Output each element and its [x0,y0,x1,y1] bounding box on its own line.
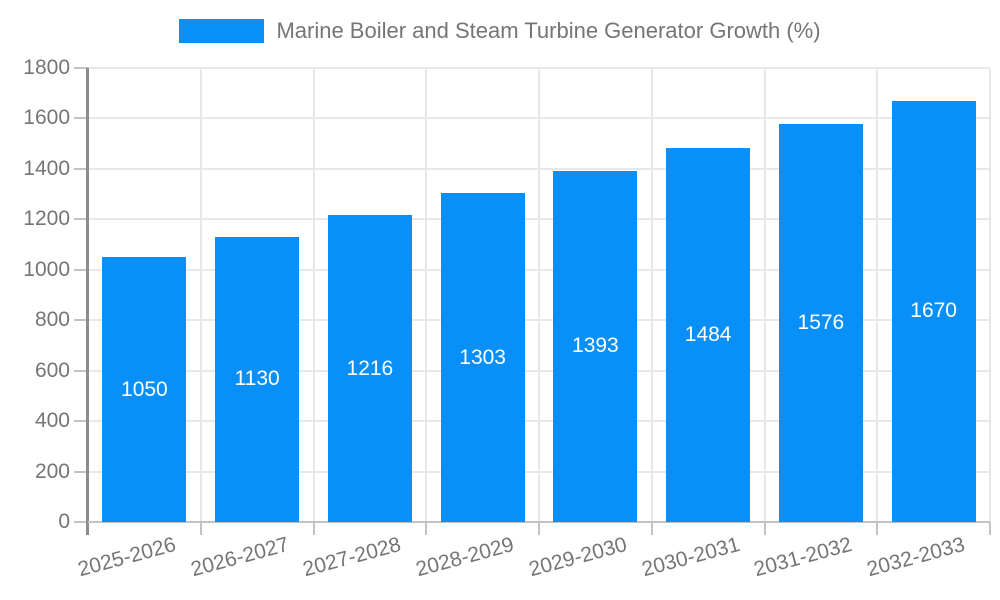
y-axis-tick [74,319,88,322]
legend-swatch [179,19,265,43]
y-tick-label: 600 [34,358,70,382]
y-axis-tick [74,268,88,271]
y-tick-label: 1600 [23,106,70,130]
bar: 1670 [891,100,976,522]
bar: 1216 [327,215,412,522]
x-tick-label: 2028-2029 [413,533,517,582]
bar-value-label: 1484 [684,322,732,346]
bar-value-label: 1050 [121,377,168,401]
x-tick-label: 2025-2026 [75,533,179,582]
bar: 1484 [666,147,751,522]
x-axis-tick [650,522,653,535]
y-tick-label: 800 [34,308,70,332]
x-tick-label: 2031-2032 [751,533,855,582]
x-tick-label: 2027-2028 [300,533,404,582]
y-tick-label: 1400 [23,156,70,180]
v-gridline [199,68,202,522]
x-axis-tick [989,522,991,535]
y-axis-tick [74,369,88,372]
x-axis-tick [312,522,315,535]
y-axis-tick [74,167,88,170]
bar: 1050 [102,257,187,522]
v-gridline [312,68,315,522]
y-tick-label: 400 [34,409,70,433]
bar-value-label: 1130 [234,367,280,391]
bar-value-label: 1393 [572,334,619,358]
v-gridline [538,68,540,522]
bar: 1130 [215,236,300,522]
x-axis-tick [425,522,428,535]
x-tick-label: 2030-2031 [639,533,743,582]
x-tick-label: 2029-2030 [526,533,630,582]
bar: 1303 [440,193,525,522]
y-axis-tick [74,470,88,473]
v-gridline [876,68,879,522]
bar: 1576 [778,124,863,522]
v-gridline [989,68,991,522]
y-axis-tick [74,117,88,120]
y-axis-tick [74,67,88,69]
y-tick-label: 200 [34,459,70,483]
x-tick-label: 2026-2027 [188,533,292,582]
x-tick-label: 2032-2033 [864,533,968,582]
bar: 1393 [553,170,638,522]
y-axis-tick [74,420,88,423]
bar-value-label: 1216 [346,356,394,380]
v-gridline [425,68,428,522]
y-tick-label: 1800 [23,56,70,79]
x-axis-tick [876,522,879,535]
x-axis-line [88,521,990,523]
y-axis-tick [74,521,88,523]
x-axis-tick [763,522,766,535]
x-axis-tick [199,522,202,535]
y-tick-label: 0 [58,510,70,533]
chart-legend[interactable]: Marine Boiler and Steam Turbine Generato… [0,18,1000,44]
bar-value-label: 1576 [797,311,845,335]
bar-value-label: 1670 [910,299,957,323]
v-gridline [650,68,653,522]
y-axis-line [86,68,89,535]
v-gridline [763,68,766,522]
y-axis-tick [74,218,88,221]
legend-label: Marine Boiler and Steam Turbine Generato… [276,18,821,43]
x-axis-tick [538,522,540,535]
y-tick-label: 1000 [23,257,70,281]
y-tick-label: 1200 [23,207,70,231]
bar-value-label: 1303 [459,345,506,369]
